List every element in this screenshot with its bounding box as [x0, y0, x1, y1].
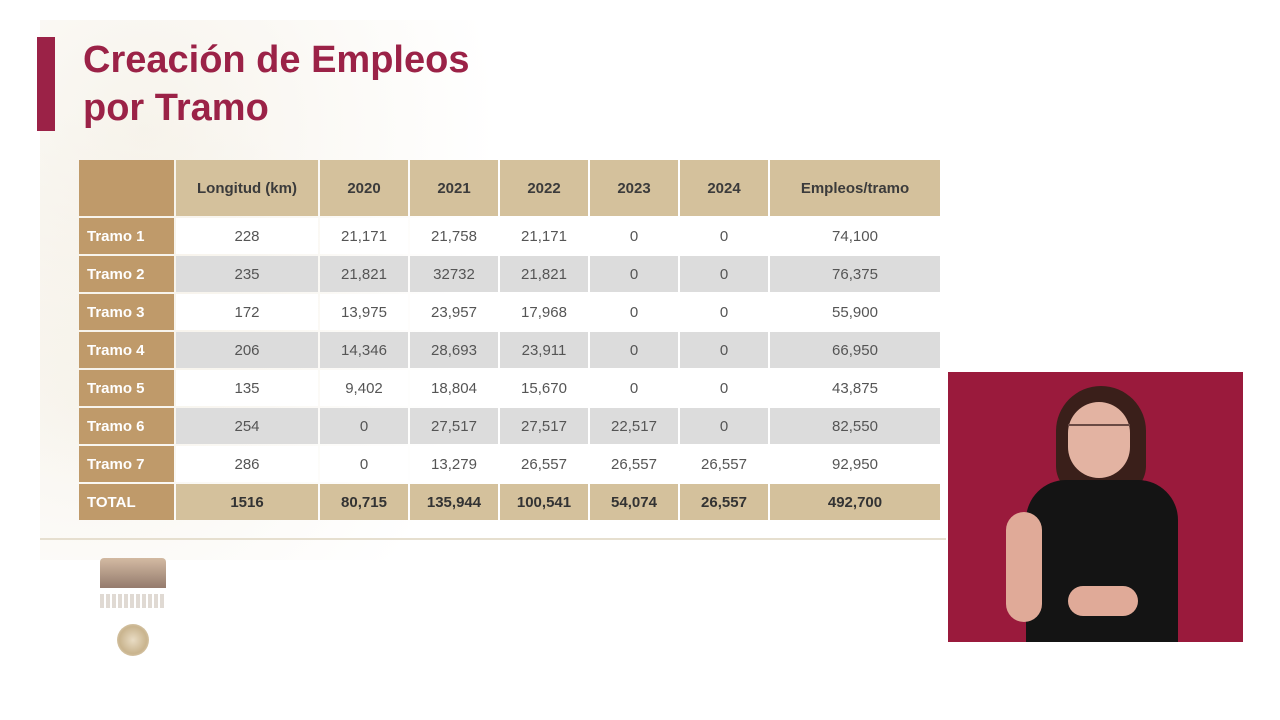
cell-2021: 23,957	[410, 294, 498, 330]
total-row: TOTAL 1516 80,715 135,944 100,541 54,074…	[79, 484, 940, 520]
header-2022: 2022	[500, 160, 588, 216]
table-header-row: Longitud (km) 2020 2021 2022 2023 2024 E…	[79, 160, 940, 216]
table-row: Tramo 4 206 14,346 28,693 23,911 0 0 66,…	[79, 332, 940, 368]
cell-2022: 21,171	[500, 218, 588, 254]
header-longitud: Longitud (km)	[176, 160, 318, 216]
cell-2021: 13,279	[410, 446, 498, 482]
total-label: TOTAL	[79, 484, 174, 520]
cell-2021: 27,517	[410, 408, 498, 444]
cell-2021: 21,758	[410, 218, 498, 254]
footer-divider	[40, 538, 946, 540]
cell-longitud: 254	[176, 408, 318, 444]
total-2024: 26,557	[680, 484, 768, 520]
cell-2023: 0	[590, 294, 678, 330]
total-2023: 54,074	[590, 484, 678, 520]
table-row: Tramo 6 254 0 27,517 27,517 22,517 0 82,…	[79, 408, 940, 444]
cell-longitud: 286	[176, 446, 318, 482]
cell-2022: 21,821	[500, 256, 588, 292]
total-longitud: 1516	[176, 484, 318, 520]
cell-2021: 18,804	[410, 370, 498, 406]
table-row: Tramo 3 172 13,975 23,957 17,968 0 0 55,…	[79, 294, 940, 330]
header-2020: 2020	[320, 160, 408, 216]
cell-2024: 0	[680, 294, 768, 330]
total-2021: 135,944	[410, 484, 498, 520]
row-label: Tramo 2	[79, 256, 174, 292]
cell-2022: 26,557	[500, 446, 588, 482]
header-2023: 2023	[590, 160, 678, 216]
title-accent-bar	[37, 37, 55, 131]
cell-2021: 28,693	[410, 332, 498, 368]
interpreter-face	[1068, 402, 1130, 478]
sign-language-interpreter-video	[948, 372, 1243, 642]
cell-2023: 22,517	[590, 408, 678, 444]
heroes-logo-icon	[100, 558, 166, 588]
cell-2022: 17,968	[500, 294, 588, 330]
cell-2024: 0	[680, 256, 768, 292]
cell-2020: 21,821	[320, 256, 408, 292]
total-empleos: 492,700	[770, 484, 940, 520]
cell-2022: 23,911	[500, 332, 588, 368]
cell-empleos: 66,950	[770, 332, 940, 368]
cell-longitud: 172	[176, 294, 318, 330]
row-label: Tramo 5	[79, 370, 174, 406]
table-row: Tramo 1 228 21,171 21,758 21,171 0 0 74,…	[79, 218, 940, 254]
logo-caption	[100, 594, 166, 608]
total-2022: 100,541	[500, 484, 588, 520]
cell-2023: 26,557	[590, 446, 678, 482]
page-title: Creación de Empleos por Tramo	[83, 36, 469, 132]
cell-2024: 0	[680, 370, 768, 406]
cell-empleos: 43,875	[770, 370, 940, 406]
cell-longitud: 135	[176, 370, 318, 406]
cell-2024: 0	[680, 332, 768, 368]
header-empleos-tramo: Empleos/tramo	[770, 160, 940, 216]
header-corner	[79, 160, 174, 216]
cell-empleos: 76,375	[770, 256, 940, 292]
table-row: Tramo 5 135 9,402 18,804 15,670 0 0 43,8…	[79, 370, 940, 406]
cell-2023: 0	[590, 218, 678, 254]
interpreter-arm	[1006, 512, 1042, 622]
title-line-2: por Tramo	[83, 87, 269, 129]
cell-longitud: 206	[176, 332, 318, 368]
cell-2023: 0	[590, 332, 678, 368]
interpreter-glasses	[1068, 424, 1130, 436]
cell-empleos: 92,950	[770, 446, 940, 482]
cell-longitud: 228	[176, 218, 318, 254]
cell-2020: 9,402	[320, 370, 408, 406]
row-label: Tramo 3	[79, 294, 174, 330]
row-label: Tramo 4	[79, 332, 174, 368]
total-2020: 80,715	[320, 484, 408, 520]
cell-2020: 0	[320, 446, 408, 482]
cell-2024: 0	[680, 408, 768, 444]
cell-2023: 0	[590, 256, 678, 292]
header-2024: 2024	[680, 160, 768, 216]
cell-2023: 0	[590, 370, 678, 406]
cell-2022: 15,670	[500, 370, 588, 406]
cell-2020: 21,171	[320, 218, 408, 254]
title-line-1: Creación de Empleos	[83, 39, 470, 81]
national-seal-icon	[117, 624, 149, 656]
interpreter-hands	[1068, 586, 1138, 616]
cell-2020: 0	[320, 408, 408, 444]
row-label: Tramo 6	[79, 408, 174, 444]
employment-table: Longitud (km) 2020 2021 2022 2023 2024 E…	[77, 158, 942, 522]
header-2021: 2021	[410, 160, 498, 216]
table-row: Tramo 7 286 0 13,279 26,557 26,557 26,55…	[79, 446, 940, 482]
cell-2020: 13,975	[320, 294, 408, 330]
cell-longitud: 235	[176, 256, 318, 292]
cell-2024: 0	[680, 218, 768, 254]
cell-empleos: 82,550	[770, 408, 940, 444]
cell-2022: 27,517	[500, 408, 588, 444]
interpreter-body	[1026, 480, 1178, 642]
government-logo	[100, 550, 170, 660]
cell-2024: 26,557	[680, 446, 768, 482]
cell-2021: 32732	[410, 256, 498, 292]
cell-empleos: 74,100	[770, 218, 940, 254]
cell-empleos: 55,900	[770, 294, 940, 330]
row-label: Tramo 1	[79, 218, 174, 254]
table-row: Tramo 2 235 21,821 32732 21,821 0 0 76,3…	[79, 256, 940, 292]
row-label: Tramo 7	[79, 446, 174, 482]
cell-2020: 14,346	[320, 332, 408, 368]
